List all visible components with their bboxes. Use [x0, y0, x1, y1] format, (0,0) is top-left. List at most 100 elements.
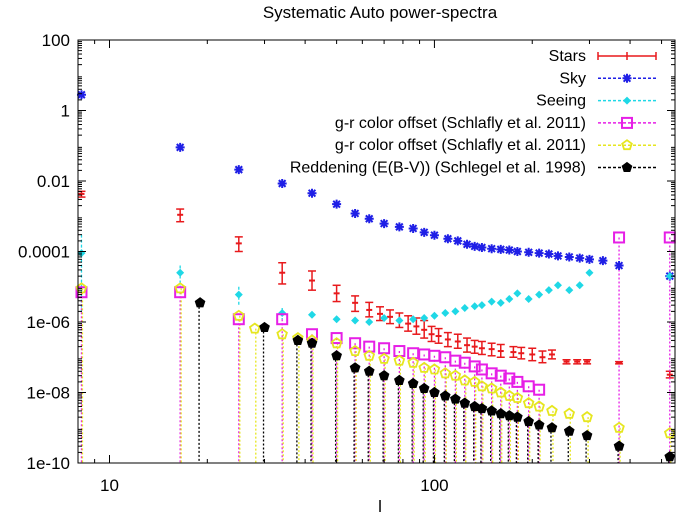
gr-color-offset-point — [418, 361, 430, 373]
gr-color-offset-point — [613, 421, 625, 433]
reddening-point — [495, 408, 507, 419]
y-tick-label: 1e-06 — [27, 313, 70, 332]
reddening-point — [486, 405, 497, 416]
gr-color-offset-point — [494, 386, 507, 398]
seeing-point — [585, 268, 594, 277]
gr-color-offset-point — [621, 116, 633, 129]
reddening-point — [512, 411, 523, 422]
seeing-point — [623, 96, 631, 105]
sky-point — [453, 236, 463, 246]
reddening-point — [450, 393, 461, 404]
reddening-point — [504, 410, 515, 421]
sky-point — [408, 223, 418, 233]
sky-point — [307, 188, 317, 198]
y-tick-label: 0.0001 — [18, 243, 70, 262]
seeing-point — [430, 311, 439, 320]
seeing-point — [575, 281, 584, 290]
gr-color-offset-point — [613, 231, 626, 244]
gr-color-offset-point — [468, 360, 481, 373]
gr-color-offset-point — [458, 374, 471, 386]
sky-point — [496, 244, 506, 254]
sky-point — [487, 244, 497, 254]
gr-color-offset-point — [276, 313, 289, 326]
reddening-point — [664, 451, 676, 462]
reddening-point — [581, 429, 593, 441]
seeing-point — [460, 303, 469, 312]
sky-point — [234, 165, 244, 175]
gr-color-offset-point — [522, 396, 535, 409]
seeing-point — [544, 286, 553, 295]
reddening-point — [459, 397, 471, 408]
reddening-point — [349, 362, 361, 373]
sky-point — [614, 261, 624, 271]
reddening-point — [194, 297, 206, 308]
seeing-point — [176, 268, 185, 277]
sky-point — [364, 214, 374, 224]
gr-color-offset-point — [511, 391, 524, 403]
gr-color-offset-point — [174, 286, 187, 299]
gr-color-offset-point — [485, 382, 498, 394]
sky-point — [379, 219, 389, 229]
gr-color-offset-point — [363, 349, 376, 361]
sky-point — [76, 90, 86, 100]
gr-color-offset-point — [494, 369, 507, 382]
reddening-point — [407, 377, 419, 388]
seeing-point — [420, 313, 429, 322]
y-tick-label: 1 — [61, 102, 70, 121]
sky-point — [277, 178, 287, 188]
gr-color-offset-point — [330, 337, 343, 349]
sky-point — [419, 227, 429, 237]
chart-title: Systematic Auto power-spectra — [263, 3, 498, 22]
sky-point — [544, 249, 554, 259]
sky-point — [622, 73, 632, 83]
seeing-point — [308, 310, 317, 319]
sky-point — [394, 222, 404, 232]
reddening-point — [378, 370, 390, 381]
seeing-point — [332, 315, 341, 324]
seeing-point — [470, 302, 479, 311]
seeing-point — [505, 294, 514, 303]
seeing-point — [553, 281, 562, 290]
gr-color-offset-point — [439, 367, 452, 379]
seeing-point — [665, 272, 674, 281]
seeing-point — [535, 290, 544, 299]
seeing-point — [496, 298, 505, 307]
gr-color-offset-point — [503, 372, 516, 385]
y-tick-label: 0.01 — [37, 172, 70, 191]
gr-color-offset-point — [511, 375, 524, 388]
sky-point — [443, 234, 453, 244]
sky-point — [534, 248, 544, 258]
sky-point — [429, 230, 439, 240]
gr-color-offset-point — [533, 400, 545, 412]
reddening-point — [306, 337, 318, 348]
sky-point — [575, 253, 585, 263]
reddening-point — [613, 440, 625, 451]
gr-color-offset-point — [581, 410, 593, 423]
x-tick-label: 100 — [420, 476, 448, 495]
x-axis-label: l — [378, 497, 382, 514]
seeing-point — [513, 289, 522, 298]
legend: Stars Sky Seeing g-r color offset (Schlafly… — [290, 48, 657, 177]
legend-label: Sky — [559, 70, 586, 87]
sky-point — [524, 247, 534, 257]
reddening-point — [259, 321, 270, 332]
sky-point — [462, 239, 472, 249]
sky-point — [175, 142, 185, 152]
legend-label: Stars — [549, 48, 586, 65]
gr-color-offset-point — [407, 356, 419, 368]
gr-color-offset-point — [428, 363, 441, 375]
y-tick-label: 100 — [42, 31, 70, 50]
sky-point — [470, 241, 480, 251]
reddening-point — [439, 390, 451, 401]
gr-color-offset-point — [232, 313, 245, 326]
sky-point — [350, 208, 360, 218]
gr-color-offset-point — [503, 389, 516, 401]
sky-point — [598, 256, 608, 266]
legend-label: Reddening (E(B-V)) (Schlegel et al. 1998… — [290, 160, 586, 177]
seeing-point — [234, 290, 243, 299]
reddening-point — [469, 400, 480, 412]
seeing-point — [395, 316, 404, 325]
seeing-point — [441, 309, 450, 318]
reddening-point — [563, 425, 575, 436]
